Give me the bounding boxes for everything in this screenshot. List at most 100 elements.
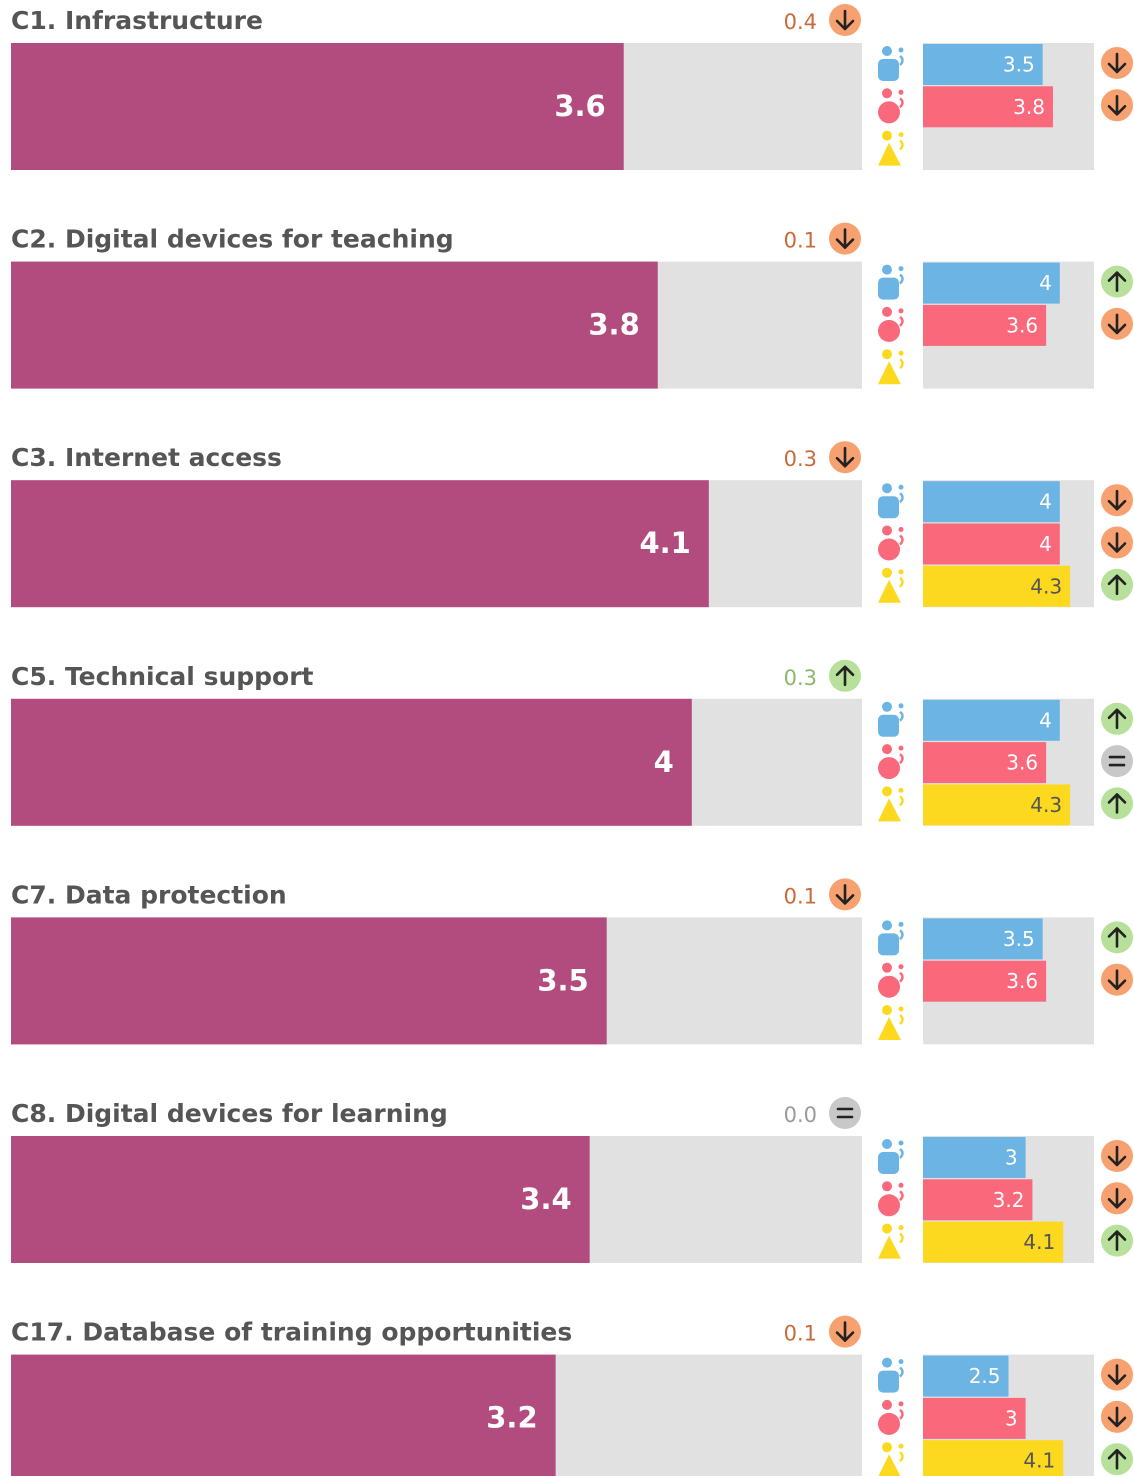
main-value: 3.6 [554,89,605,123]
arm [899,1366,904,1378]
group-icon [878,920,904,956]
head-small [898,266,904,272]
body [878,1454,901,1476]
body [878,975,900,998]
group-bar [923,699,1060,741]
main-value: 3.2 [486,1401,537,1435]
arm [899,315,904,327]
trend-icon [1101,921,1133,954]
main-bar [11,698,692,826]
group-icon [878,786,904,822]
equal-sign [836,1107,854,1119]
group-icon [878,1357,904,1393]
trend-icon [1101,1400,1133,1433]
main-bar [11,261,658,389]
group-icon [878,349,904,385]
head-small [898,47,904,53]
group-value: 3.8 [1013,95,1045,119]
group-value: 3.5 [1003,53,1035,77]
trend-icon [1101,568,1133,601]
arrow [1107,271,1127,292]
head-small [898,1225,904,1231]
trend-icon [1101,265,1133,298]
head [882,349,892,360]
group-bar [923,742,1047,784]
head [882,46,892,56]
body [878,319,900,342]
panel-title: C17. Database of training opportunities [11,1318,572,1347]
change-label: 0.1 [784,229,817,253]
group-value: 4.3 [1030,793,1062,817]
head [882,1442,892,1453]
change-label: 0.0 [784,1103,817,1127]
group-bar [923,1355,1009,1397]
group-bar [923,481,1060,523]
arm [899,1408,904,1420]
arm [899,534,904,546]
head-small [898,745,904,751]
head-small [898,527,904,532]
group-icon [878,130,904,166]
group-bar [923,1397,1026,1439]
trend-icon [829,4,861,36]
arrow [1107,532,1127,553]
trend-icon [1101,47,1133,79]
arm [899,1232,904,1244]
group-bar [923,1221,1064,1263]
change-label: 0.1 [784,1322,817,1346]
head [882,1181,892,1192]
arm [899,273,904,285]
panel-title: C1. Infrastructure [11,6,263,35]
arrow [1107,489,1127,511]
trend-icon [1101,1140,1133,1172]
main-value: 3.5 [537,963,588,997]
arrow [835,1321,855,1342]
group-bar [923,960,1047,1002]
body [878,579,901,603]
group-bar [923,784,1071,826]
body [878,933,899,956]
head-small [898,1006,904,1012]
group-value: 4 [1039,271,1052,295]
head-small [898,964,904,970]
group-icon [878,567,904,603]
arrow [1107,708,1127,730]
trend-icon [1101,963,1133,996]
head-small [898,569,904,575]
group-value: 3 [1005,1146,1018,1170]
group-bar [923,1440,1064,1476]
main-bar [11,1354,556,1476]
change-label: 0.3 [784,447,817,471]
trend-icon [1101,1182,1133,1215]
group-icon [878,1223,904,1259]
equal-sign [1108,755,1126,767]
body [878,361,901,385]
head-small [898,132,904,138]
group-icon [878,525,904,561]
trend-icon [829,659,861,692]
group-value: 3.6 [1006,751,1038,775]
change-label: 0.4 [784,10,817,34]
body [878,538,900,561]
body [878,798,901,822]
body [878,59,899,81]
group-icon [878,744,904,780]
body [878,757,900,780]
head-small [898,1401,904,1407]
trend-icon [1101,307,1133,340]
group-icon [878,1139,904,1174]
head-small [898,703,904,709]
group-icon [878,1005,904,1040]
arm [899,97,904,109]
trend-icon [1101,787,1133,820]
arrow [835,884,855,905]
body [878,1235,901,1259]
group-value: 4 [1039,532,1052,556]
main-bar [11,480,709,608]
group-bar [923,262,1060,304]
panel-title: C2. Digital devices for teaching [11,225,454,254]
group-bar [923,1179,1033,1221]
body [878,101,900,124]
body [878,714,899,737]
arm [899,1190,904,1202]
